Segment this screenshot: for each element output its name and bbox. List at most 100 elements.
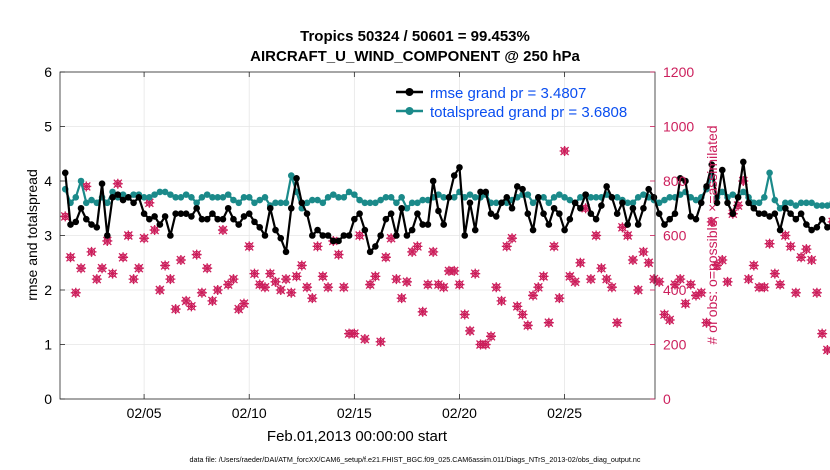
- plot-series: [60, 146, 830, 355]
- rmse-point: [734, 194, 742, 201]
- rmse-point: [803, 221, 810, 228]
- totalspread-point: [203, 191, 211, 198]
- y-axis-label-left: rmse and totalspread: [24, 169, 40, 301]
- rmse-point: [640, 204, 647, 212]
- obs-count-marker: [796, 252, 807, 263]
- obs-assimilated-cross: [160, 260, 171, 271]
- rmse-point: [718, 166, 726, 174]
- totalspread-point: [319, 199, 327, 207]
- obs-count-marker: [585, 274, 596, 285]
- obs-count-marker: [259, 282, 270, 293]
- rmse-point: [492, 213, 500, 220]
- obs-count-marker: [175, 255, 186, 266]
- obs-assimilated-cross: [438, 282, 449, 293]
- obs-assimilated-cross: [412, 241, 423, 252]
- totalspread-point: [88, 196, 95, 204]
- obs-assimilated-cross: [549, 241, 560, 252]
- totalspread-point: [587, 194, 595, 201]
- obs-count-marker: [533, 282, 544, 293]
- obs-count-marker: [748, 260, 759, 271]
- obs-assimilated-cross: [165, 274, 176, 285]
- obs-count-marker: [528, 290, 539, 301]
- rmse-point: [372, 243, 379, 250]
- totalspread-point: [556, 191, 563, 198]
- totalspread-point: [77, 177, 85, 185]
- axis-ticks: 02/05 02/10 02/15 02/20 02/25 0 1 2 3 4 5 6 0 200 400 6…: [44, 64, 694, 421]
- obs-assimilated-cross: [528, 290, 539, 301]
- rmse-point: [319, 232, 327, 239]
- obs-assimilated-cross: [275, 285, 286, 295]
- obs-count-marker: [764, 238, 775, 249]
- rmse-point: [561, 226, 568, 234]
- totalspread-point: [345, 188, 353, 196]
- obs-assimilated-cross: [491, 282, 502, 293]
- rmse-point: [140, 210, 148, 217]
- rmse-point: [697, 199, 705, 207]
- totalspread-point: [240, 194, 248, 201]
- totalspread-point: [82, 199, 90, 207]
- obs-count-marker: [507, 233, 518, 244]
- y-tick-label-left: 2: [44, 282, 52, 298]
- obs-count-marker: [270, 276, 281, 287]
- obs-assimilated-cross: [643, 257, 654, 268]
- obs-count-marker: [575, 257, 586, 268]
- obs-assimilated-cross: [207, 295, 218, 306]
- rmse-point: [445, 194, 453, 201]
- obs-count-marker: [486, 331, 497, 342]
- obs-assimilated-cross: [133, 263, 144, 274]
- obs-assimilated-cross: [191, 249, 202, 260]
- obs-assimilated-cross: [759, 282, 770, 293]
- obs-assimilated-cross: [633, 285, 644, 295]
- rmse-point: [508, 204, 516, 212]
- rmse-point: [545, 221, 553, 228]
- totalspread-point: [414, 199, 421, 207]
- totalspread-point: [450, 194, 458, 201]
- totalspread-point: [140, 194, 148, 201]
- obs-assimilated-cross: [533, 282, 544, 293]
- obs-assimilated-cross: [606, 282, 617, 293]
- obs-assimilated-cross: [139, 233, 150, 244]
- totalspread-point: [172, 194, 179, 201]
- x-tick-label: 02/15: [337, 405, 372, 421]
- totalspread-point: [761, 194, 768, 201]
- obs-count-marker: [428, 246, 439, 257]
- obs-count-marker: [606, 282, 617, 293]
- rmse-point: [361, 226, 369, 234]
- obs-count-marker: [627, 255, 638, 266]
- obs-count-marker: [396, 293, 407, 304]
- obs-assimilated-cross: [307, 293, 318, 304]
- x-tick-label: 02/10: [232, 405, 267, 421]
- rmse-point: [419, 221, 426, 228]
- obs-count-marker: [207, 295, 218, 306]
- rmse-point: [429, 177, 437, 185]
- rmse-point: [330, 237, 337, 245]
- y-tick-label-right: 800: [663, 173, 687, 189]
- y-tick-label-right: 200: [663, 337, 687, 353]
- obs-assimilated-cross: [286, 287, 297, 298]
- rmse-point: [214, 215, 221, 223]
- y-tick-label-right: 0: [663, 391, 671, 407]
- obs-count-marker: [643, 257, 654, 268]
- obs-count-marker: [706, 216, 717, 227]
- totalspread-point: [72, 194, 80, 201]
- obs-count-marker: [217, 225, 228, 236]
- totalspread-point: [750, 199, 758, 207]
- totalspread-point: [224, 191, 232, 198]
- obs-assimilated-cross: [675, 274, 686, 285]
- obs-assimilated-cross: [507, 233, 518, 244]
- obs-count-marker: [501, 241, 512, 252]
- obs-count-marker: [191, 249, 202, 260]
- obs-assimilated-cross: [817, 328, 828, 339]
- obs-assimilated-cross: [365, 279, 376, 290]
- obs-assimilated-cross: [496, 295, 507, 306]
- obs-assimilated-cross: [170, 304, 181, 315]
- obs-assimilated-cross: [459, 309, 470, 320]
- obs-assimilated-cross: [123, 230, 134, 241]
- rmse-point: [135, 194, 143, 201]
- rmse-point: [151, 213, 158, 220]
- obs-count-marker: [785, 241, 796, 252]
- totalspread-point: [109, 188, 116, 196]
- obs-count-marker: [228, 274, 239, 285]
- rmse-point: [408, 226, 416, 234]
- obs-assimilated-cross: [449, 265, 460, 276]
